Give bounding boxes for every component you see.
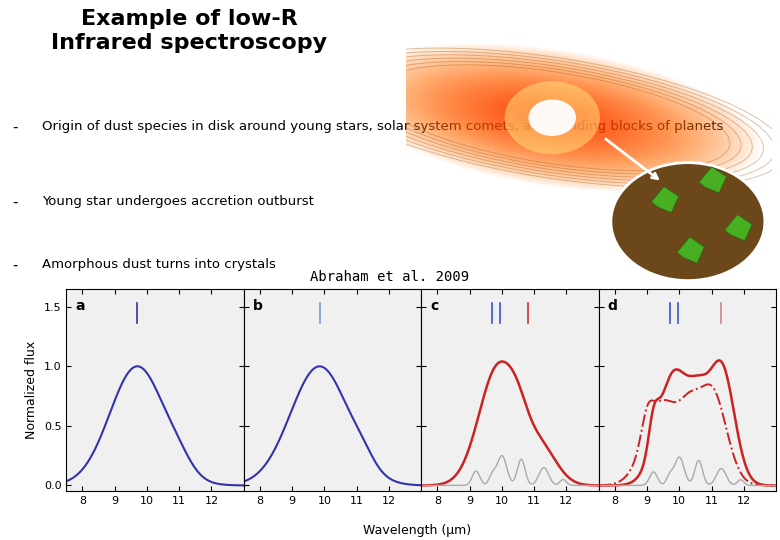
Polygon shape: [725, 214, 752, 241]
Text: a: a: [75, 299, 85, 313]
Ellipse shape: [452, 82, 653, 153]
Ellipse shape: [431, 75, 673, 161]
Ellipse shape: [421, 71, 683, 165]
Ellipse shape: [350, 45, 754, 190]
Ellipse shape: [503, 100, 601, 136]
Ellipse shape: [381, 57, 724, 179]
Ellipse shape: [355, 48, 750, 188]
Text: Credit: Spitzer Science Center: Credit: Spitzer Science Center: [531, 274, 647, 284]
Ellipse shape: [538, 113, 566, 123]
Ellipse shape: [472, 89, 633, 146]
Ellipse shape: [462, 85, 643, 150]
Text: -: -: [12, 194, 18, 210]
Text: Origin of dust species in disk around young stars, solar system comets, and buil: Origin of dust species in disk around yo…: [42, 120, 724, 133]
Ellipse shape: [477, 91, 627, 144]
Ellipse shape: [365, 51, 739, 185]
Ellipse shape: [498, 98, 607, 137]
Ellipse shape: [528, 109, 576, 126]
Ellipse shape: [493, 97, 612, 139]
Ellipse shape: [534, 111, 571, 124]
Polygon shape: [677, 237, 704, 263]
Text: -: -: [12, 120, 18, 135]
Circle shape: [505, 81, 600, 154]
Polygon shape: [699, 167, 726, 193]
Text: Young star undergoes accretion outburst: Young star undergoes accretion outburst: [42, 194, 314, 207]
Ellipse shape: [401, 64, 704, 172]
Ellipse shape: [488, 94, 617, 141]
Text: Abraham et al. 2009: Abraham et al. 2009: [310, 270, 470, 284]
Text: Amorphous dust turns into crystals: Amorphous dust turns into crystals: [42, 258, 276, 271]
Y-axis label: Normalized flux: Normalized flux: [25, 341, 38, 439]
Ellipse shape: [411, 68, 693, 168]
Text: Example of low-R
Infrared spectroscopy: Example of low-R Infrared spectroscopy: [51, 9, 328, 53]
Ellipse shape: [360, 49, 744, 186]
Ellipse shape: [544, 114, 561, 121]
Ellipse shape: [391, 60, 714, 176]
Ellipse shape: [483, 93, 622, 143]
Ellipse shape: [441, 78, 663, 157]
Ellipse shape: [406, 65, 698, 170]
Ellipse shape: [417, 69, 688, 166]
Circle shape: [528, 99, 576, 136]
Ellipse shape: [518, 105, 587, 130]
Ellipse shape: [345, 44, 760, 192]
Ellipse shape: [457, 84, 647, 152]
Text: c: c: [430, 299, 438, 313]
Text: b: b: [253, 299, 263, 313]
Ellipse shape: [508, 102, 597, 133]
Polygon shape: [651, 186, 679, 213]
Text: -: -: [12, 258, 18, 273]
Ellipse shape: [395, 62, 709, 173]
Ellipse shape: [437, 77, 668, 159]
Circle shape: [611, 163, 765, 281]
Ellipse shape: [467, 87, 637, 148]
Text: Wavelength (μm): Wavelength (μm): [363, 524, 471, 537]
Ellipse shape: [385, 58, 719, 177]
Ellipse shape: [523, 107, 581, 128]
Ellipse shape: [427, 73, 678, 163]
Ellipse shape: [370, 53, 734, 183]
Ellipse shape: [513, 104, 591, 132]
Text: d: d: [608, 299, 618, 313]
Ellipse shape: [447, 80, 658, 156]
Ellipse shape: [375, 55, 729, 181]
